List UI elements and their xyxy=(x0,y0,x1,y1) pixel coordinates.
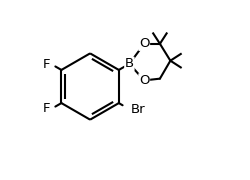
Text: O: O xyxy=(139,74,149,87)
Text: F: F xyxy=(43,58,51,71)
Text: F: F xyxy=(43,102,51,115)
Text: O: O xyxy=(139,37,149,50)
Text: B: B xyxy=(125,57,134,70)
Text: Br: Br xyxy=(131,103,146,116)
